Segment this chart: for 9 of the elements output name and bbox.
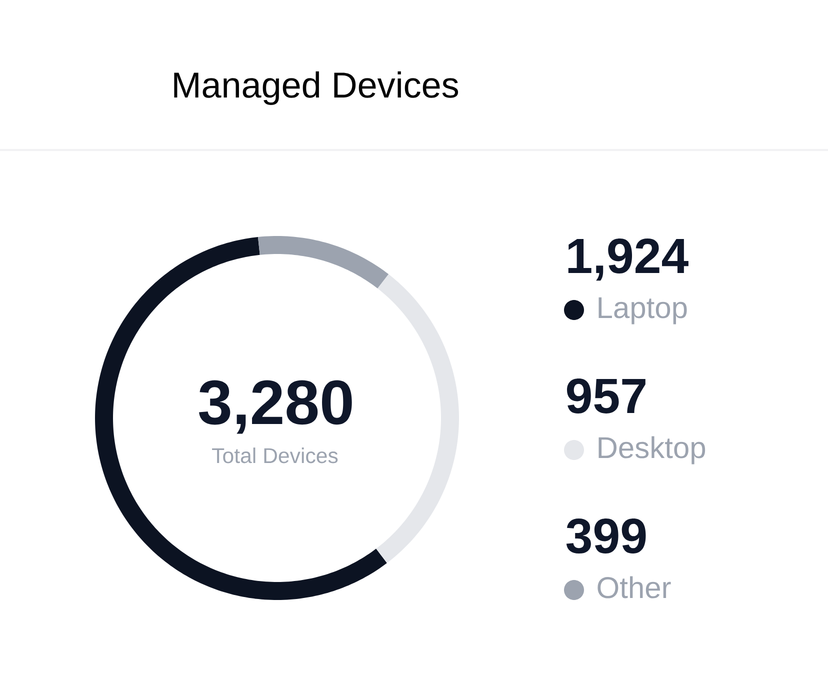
data-label: 957 xyxy=(566,378,646,414)
data-label: 1,924 xyxy=(568,238,688,281)
data-label: 399 xyxy=(566,518,646,554)
chart-title: Managed Devices xyxy=(174,71,458,105)
text: 3,280 xyxy=(199,380,352,434)
legend-label: Desktop xyxy=(598,436,706,464)
legend-label: Other xyxy=(598,576,671,598)
text: Total Devices xyxy=(212,448,338,464)
legend-label: Laptop xyxy=(598,297,687,324)
